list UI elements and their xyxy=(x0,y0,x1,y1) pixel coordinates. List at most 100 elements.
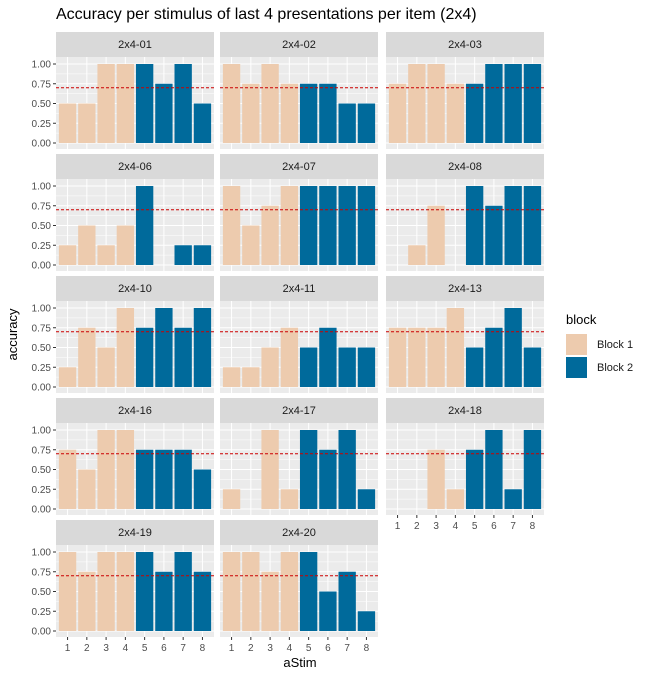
legend-item-block-1: Block 1 xyxy=(566,333,633,356)
facet-panel-2x4-18: 2x4-18 1 2 3 4 5 6 7 8 xyxy=(386,398,544,532)
legend-item-block-2: Block 2 xyxy=(566,356,633,379)
facet-strip xyxy=(56,276,214,301)
bar-stim-6 xyxy=(485,64,503,143)
chart-title: Accuracy per stimulus of last 4 presenta… xyxy=(56,6,477,23)
facet-panel-2x4-08: 2x4-08 xyxy=(386,154,544,271)
bar-stim-6 xyxy=(319,449,337,509)
bar-stim-8 xyxy=(193,571,212,631)
bar-stim-3 xyxy=(427,449,445,509)
bar-stim-1 xyxy=(222,552,241,631)
bar-stim-7 xyxy=(174,245,192,265)
facet-label: 2x4-16 xyxy=(118,405,152,417)
bar-stim-1 xyxy=(58,103,77,143)
bar-stim-7 xyxy=(338,103,356,143)
bar-stim-6 xyxy=(155,308,173,387)
facet-strip xyxy=(220,276,378,301)
facet-label: 2x4-10 xyxy=(118,283,152,295)
y-tick-label: 0.75 xyxy=(32,567,52,578)
legend-key-block-2 xyxy=(566,357,587,378)
bar-stim-8 xyxy=(357,489,376,509)
bar-stim-6 xyxy=(155,83,173,143)
bar-stim-1 xyxy=(58,552,77,631)
bar-stim-7 xyxy=(338,571,356,631)
facet-strip xyxy=(386,398,544,423)
bar-stim-3 xyxy=(97,64,115,143)
bar-stim-6 xyxy=(319,591,337,631)
y-tick-label: 0.25 xyxy=(32,607,52,618)
y-tick-label: 0.00 xyxy=(32,627,52,638)
facet-panel-2x4-17: 2x4-17 xyxy=(220,398,378,515)
bar-stim-5 xyxy=(299,430,318,509)
bar-stim-7 xyxy=(174,449,192,509)
y-axis-title: accuracy xyxy=(5,308,20,361)
y-tick-label: 0.25 xyxy=(32,363,52,374)
x-tick-label: 5 xyxy=(472,521,478,532)
facet-strip xyxy=(56,398,214,423)
x-tick-label: 6 xyxy=(491,521,497,532)
x-tick-label: 4 xyxy=(123,643,129,654)
y-tick-label: 1.00 xyxy=(32,304,52,315)
bar-stim-5 xyxy=(135,449,154,509)
x-tick-label: 6 xyxy=(161,643,167,654)
bar-stim-2 xyxy=(78,327,96,387)
bar-stim-7 xyxy=(338,186,356,265)
y-tick-label: 1.00 xyxy=(32,182,52,193)
bar-stim-2 xyxy=(408,245,426,265)
bar-stim-4 xyxy=(116,430,135,509)
bar-stim-1 xyxy=(58,449,77,509)
bar-stim-8 xyxy=(193,103,212,143)
y-tick-label: 1.00 xyxy=(32,426,52,437)
bar-stim-6 xyxy=(319,83,337,143)
bar-stim-5 xyxy=(299,347,318,387)
bar-stim-2 xyxy=(78,469,96,509)
bar-stim-7 xyxy=(338,347,356,387)
facet-strip xyxy=(56,154,214,179)
bar-stim-5 xyxy=(299,552,318,631)
bar-stim-6 xyxy=(155,449,173,509)
bar-stim-3 xyxy=(261,64,279,143)
facet-panel-2x4-02: 2x4-02 xyxy=(220,32,378,149)
bar-stim-6 xyxy=(319,186,337,265)
bar-stim-1 xyxy=(222,186,241,265)
bar-stim-5 xyxy=(465,186,484,265)
facet-strip xyxy=(386,154,544,179)
y-tick-label: 0.00 xyxy=(32,383,52,394)
bar-stim-4 xyxy=(280,83,299,143)
bar-stim-4 xyxy=(116,308,135,387)
bar-stim-6 xyxy=(319,327,337,387)
facet-label: 2x4-07 xyxy=(282,161,316,173)
x-tick-label: 7 xyxy=(180,643,186,654)
bar-stim-8 xyxy=(523,347,542,387)
bar-stim-8 xyxy=(523,430,542,509)
legend-title: block xyxy=(566,312,597,327)
bar-stim-4 xyxy=(116,552,135,631)
facet-panel-2x4-06: 2x4-06 0.00 0.25 0.50 0.75 1.00 xyxy=(32,154,214,272)
bar-stim-1 xyxy=(58,367,77,387)
x-tick-label: 1 xyxy=(65,643,71,654)
y-tick-label: 0.50 xyxy=(32,343,52,354)
bar-stim-3 xyxy=(261,205,279,265)
bar-stim-5 xyxy=(135,552,154,631)
y-tick-label: 0.75 xyxy=(32,445,52,456)
bar-stim-4 xyxy=(116,64,135,143)
x-tick-label: 3 xyxy=(433,521,439,532)
facet-panel-2x4-11: 2x4-11 xyxy=(220,276,378,393)
bar-stim-8 xyxy=(193,245,212,265)
facet-label: 2x4-20 xyxy=(282,527,316,539)
facet-panel-2x4-19: 2x4-19 0.00 0.25 0.50 0.75 1.00 1 2 3 4 5 6 7 8 xyxy=(32,520,214,654)
facet-strip xyxy=(386,276,544,301)
facet-label: 2x4-06 xyxy=(118,161,152,173)
facet-panel-2x4-10: 2x4-10 0.00 0.25 0.50 0.75 1.00 xyxy=(32,276,214,394)
bar-stim-3 xyxy=(97,347,115,387)
y-tick-label: 0.50 xyxy=(32,465,52,476)
bar-stim-7 xyxy=(504,308,522,387)
facet-strip xyxy=(220,32,378,57)
y-tick-label: 0.75 xyxy=(32,79,52,90)
facet-label: 2x4-01 xyxy=(118,39,152,51)
bar-stim-5 xyxy=(135,64,154,143)
y-tick-label: 0.25 xyxy=(32,485,52,496)
y-tick-label: 0.00 xyxy=(32,139,52,150)
bar-stim-5 xyxy=(135,186,154,265)
x-tick-label: 5 xyxy=(142,643,148,654)
x-tick-label: 7 xyxy=(510,521,516,532)
